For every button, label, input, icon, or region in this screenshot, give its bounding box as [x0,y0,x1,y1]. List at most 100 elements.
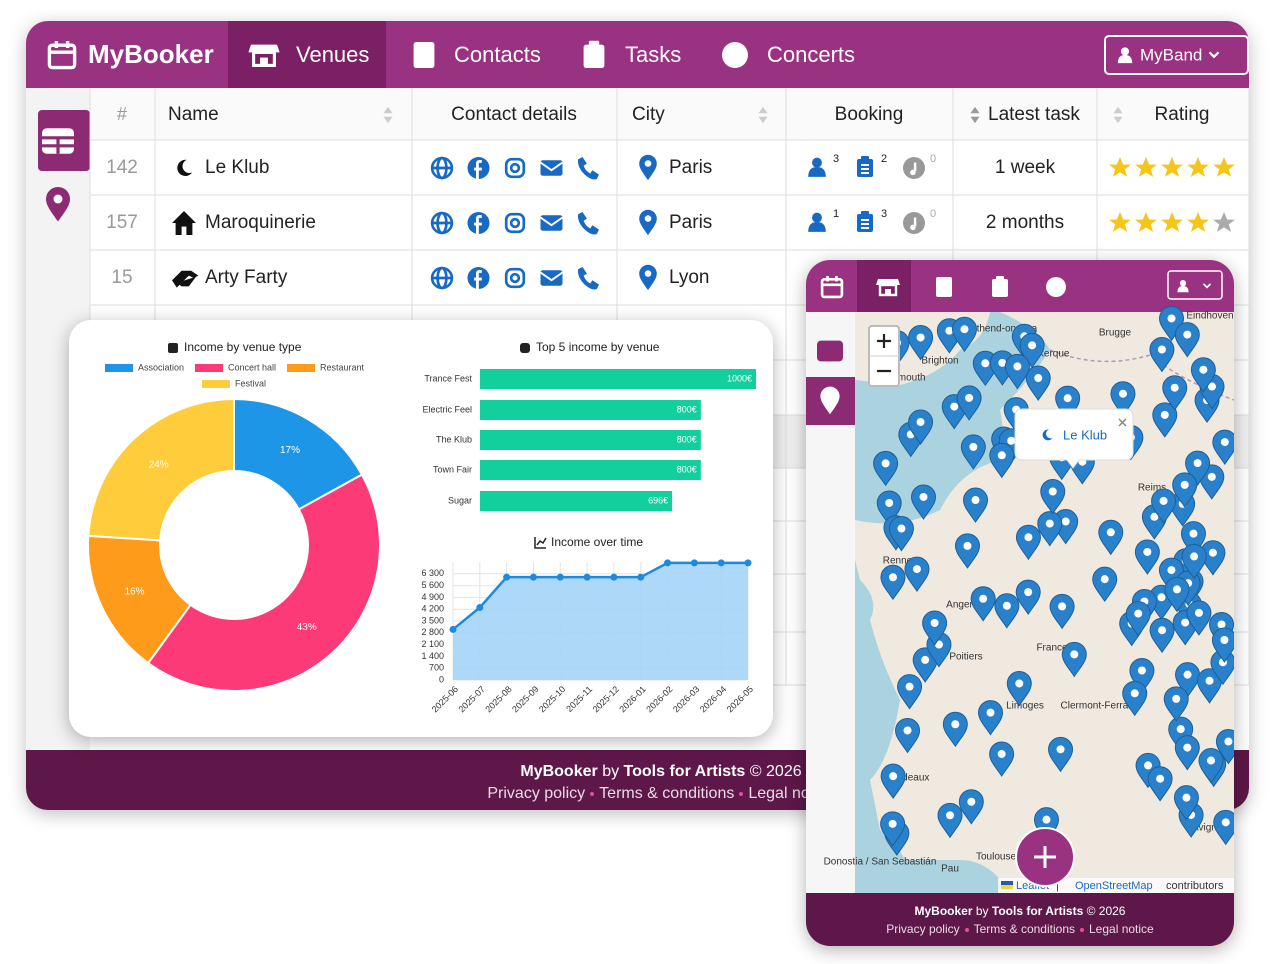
venue-name[interactable]: Le Klub [205,157,269,178]
map-marker[interactable] [994,593,1020,629]
map-marker[interactable] [978,700,1004,736]
point[interactable] [610,573,618,581]
attribution-osm[interactable]: OpenStreetMap [1075,880,1153,892]
point[interactable] [449,625,457,633]
nav-item[interactable]: Venues [296,42,369,67]
map-marker[interactable] [951,316,977,353]
map-marker[interactable] [1162,375,1188,411]
brand[interactable]: MyBooker [88,39,214,69]
point[interactable] [717,559,725,567]
map-marker[interactable] [1151,488,1177,524]
map-marker[interactable] [1092,566,1118,603]
map-marker[interactable] [1015,579,1041,616]
map-marker[interactable] [1149,617,1175,654]
map-marker[interactable] [1172,472,1198,508]
map-marker[interactable] [888,516,914,552]
map-marker[interactable] [1040,478,1066,515]
map-marker[interactable] [1134,539,1160,575]
map-marker[interactable] [1174,735,1200,771]
venue-name[interactable]: Maroquinerie [205,212,316,233]
map-marker[interactable] [904,556,930,592]
map-marker[interactable] [897,674,923,710]
column-header[interactable]: Name [168,104,219,125]
map-marker[interactable] [1147,766,1173,802]
map-marker[interactable] [1174,322,1200,358]
point[interactable] [637,573,645,581]
venue-name[interactable]: Arty Farty [205,267,288,288]
popup-title[interactable]: Le Klub [1063,427,1107,442]
footer-link[interactable]: Legal notice [1089,922,1154,936]
map-marker[interactable] [880,811,906,847]
legend-label[interactable]: Restaurant [320,362,365,372]
legend-label[interactable]: Association [138,362,184,372]
point[interactable] [556,573,564,581]
column-header[interactable]: City [632,104,665,125]
map-marker[interactable] [908,324,934,361]
map-marker[interactable] [1037,511,1063,547]
user-name[interactable]: MyBand [1140,45,1202,64]
point[interactable] [529,573,537,581]
user-button[interactable] [1104,35,1249,75]
map-marker[interactable] [1212,429,1234,465]
panel-user-button[interactable] [1167,270,1223,300]
map-marker[interactable] [1004,353,1030,390]
bar[interactable] [480,430,701,450]
map-marker[interactable] [1213,809,1234,846]
pie-slice[interactable] [146,473,381,692]
map-marker[interactable] [1006,670,1032,707]
nav-item[interactable]: Tasks [625,42,681,67]
map-marker[interactable] [1164,576,1190,613]
map-marker[interactable] [963,487,989,523]
zoom-in[interactable] [877,334,891,348]
map-marker[interactable] [970,586,996,622]
map-marker[interactable] [880,564,906,601]
map-marker[interactable] [873,450,899,487]
point[interactable] [690,559,698,567]
column-header[interactable]: Rating [1155,104,1210,125]
map-marker[interactable] [1163,686,1189,722]
column-header[interactable]: Latest task [988,104,1080,125]
popup[interactable] [1014,408,1134,469]
footer-link[interactable]: Terms & conditions [599,785,735,802]
point[interactable] [583,573,591,581]
footer-link[interactable]: Privacy policy [487,785,586,802]
map-marker[interactable] [1110,381,1136,417]
map-marker[interactable] [880,763,906,800]
map-marker[interactable] [895,717,921,754]
map-marker[interactable] [942,711,968,748]
map-marker[interactable] [1211,627,1234,663]
map-marker[interactable] [1098,519,1124,556]
map-marker[interactable] [937,802,963,839]
map-marker[interactable] [1125,601,1151,637]
point[interactable] [744,559,752,567]
nav-item[interactable]: Concerts [767,42,855,67]
map-marker[interactable] [908,409,934,445]
map-marker[interactable] [954,533,980,569]
map-marker[interactable] [1196,668,1223,704]
point[interactable] [476,604,484,612]
footer-link[interactable]: Privacy policy [886,922,960,936]
map-marker[interactable] [1149,337,1175,373]
map-marker[interactable] [1061,641,1087,678]
map-marker[interactable] [956,385,982,421]
point[interactable] [503,573,511,581]
popup-close[interactable] [1118,418,1127,427]
footer-link[interactable]: Terms & conditions [973,922,1075,936]
map-marker[interactable] [912,647,938,683]
pie-slice[interactable] [87,397,235,542]
map-marker[interactable] [1173,785,1199,821]
map-marker[interactable] [1190,357,1216,393]
map-marker[interactable] [922,610,948,646]
legend-label[interactable]: Concert hall [228,362,276,372]
map-marker[interactable] [1152,402,1178,438]
bar[interactable] [480,460,701,480]
map-marker[interactable] [989,442,1015,479]
map-marker[interactable] [1181,543,1207,580]
bar[interactable] [480,400,701,420]
map-marker[interactable] [958,789,984,825]
map-marker[interactable] [989,741,1015,777]
map-marker[interactable] [1048,736,1074,773]
bar[interactable] [480,369,756,389]
map-marker[interactable] [1198,748,1224,784]
map-marker[interactable] [1025,365,1051,401]
